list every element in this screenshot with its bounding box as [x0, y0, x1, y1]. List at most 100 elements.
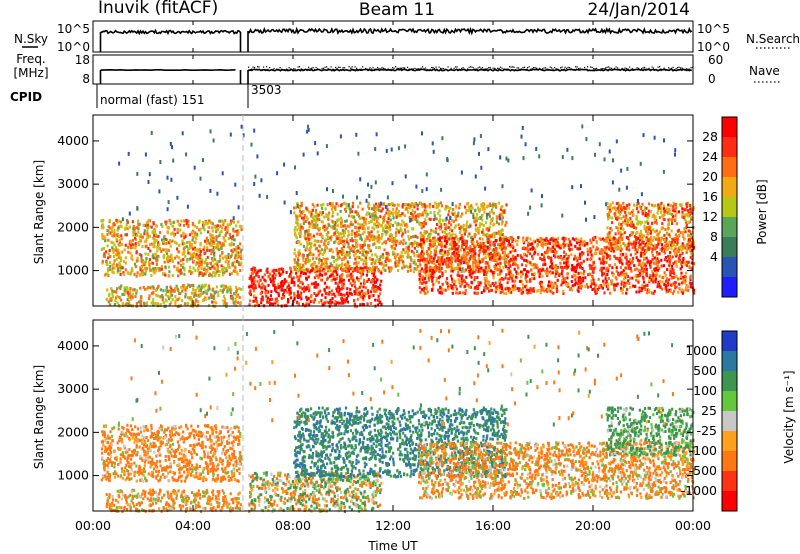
scatter-cell	[339, 239, 342, 243]
scatter-cell	[298, 209, 302, 213]
scatter-cell	[313, 239, 316, 243]
scatter-cell	[212, 241, 216, 245]
scatter-cell	[227, 264, 230, 268]
scatter-cell	[300, 225, 303, 229]
scatter-cell	[165, 241, 168, 245]
scatter-cell	[111, 263, 114, 267]
scatter-cell	[388, 239, 392, 242]
scatter-cell	[134, 265, 137, 269]
scatter-cell	[343, 224, 346, 228]
scatter-cell	[198, 272, 201, 276]
scatter-cell	[212, 246, 215, 250]
scatter-cell	[390, 266, 393, 270]
scatter-cell	[336, 253, 339, 257]
scatter-cell	[621, 291, 624, 295]
scatter-cell	[444, 207, 447, 211]
nave-dot	[323, 67, 325, 69]
scatter-cell	[294, 293, 297, 297]
nave-dot	[282, 69, 284, 71]
scatter-cell	[591, 275, 594, 279]
scatter-cell	[460, 277, 463, 281]
scatter-cell	[147, 253, 150, 256]
scatter-cell	[465, 243, 468, 247]
scatter-cell	[344, 219, 347, 223]
scatter-cell	[330, 219, 333, 223]
scatter-cell	[486, 270, 489, 274]
scatter-cell	[455, 291, 458, 295]
scatter-cell	[423, 209, 426, 213]
scatter-cell	[641, 271, 644, 275]
nave-dot	[519, 69, 521, 71]
scatter-cell	[193, 303, 196, 307]
scatter-cell	[473, 255, 476, 259]
scatter-cell	[504, 287, 507, 291]
scatter-cell	[566, 263, 569, 267]
scatter-cell	[438, 264, 441, 268]
scatter-cell	[137, 223, 140, 227]
scatter-cell	[314, 285, 318, 289]
scatter-cell	[139, 233, 142, 237]
scatter-cell	[374, 214, 377, 218]
scatter-cell	[482, 269, 485, 272]
scatter-cell	[275, 286, 278, 290]
scatter-cell	[405, 249, 408, 253]
scatter-cell	[226, 230, 229, 234]
scatter-cell	[216, 235, 219, 239]
scatter-cell	[577, 289, 580, 293]
scatter-cell	[307, 233, 310, 237]
scatter-cell	[374, 280, 377, 284]
scatter-cell	[450, 265, 453, 269]
scatter-cell	[407, 210, 410, 214]
scatter-cell	[211, 265, 214, 269]
scatter-cell	[290, 270, 293, 274]
scatter-cell	[681, 260, 684, 264]
scatter-cell	[335, 202, 338, 206]
scatter-cell	[450, 277, 454, 281]
scatter-cell	[169, 291, 172, 295]
scatter-cell	[337, 285, 340, 289]
scatter-cell	[212, 297, 215, 300]
scatter-cell	[550, 286, 553, 290]
scatter-cell	[416, 264, 419, 268]
scatter-cell	[419, 213, 422, 217]
scatter-cell	[119, 256, 122, 260]
scatter-cell	[301, 287, 304, 291]
scatter-cell	[331, 225, 334, 229]
scatter-cell	[348, 233, 351, 237]
scatter-cell	[129, 246, 133, 250]
scatter-cell	[350, 277, 353, 281]
scatter-cell	[411, 244, 414, 248]
scatter-cell	[277, 285, 280, 289]
nave-dot	[504, 68, 506, 70]
nave-dot	[560, 67, 562, 69]
scatter-cell	[343, 234, 346, 238]
nave-dot	[416, 68, 418, 70]
scatter-cell	[264, 291, 267, 295]
scatter-cell	[334, 300, 337, 304]
scatter-cell	[599, 268, 602, 272]
scatter-cell	[226, 290, 229, 294]
scatter-cell	[590, 266, 593, 270]
scatter-cell	[566, 260, 570, 264]
scatter-cell	[433, 253, 436, 257]
nave-dot	[257, 66, 259, 68]
scatter-cell	[610, 244, 613, 248]
scatter-cell	[353, 280, 356, 284]
scatter-cell	[438, 219, 441, 223]
nave-dot	[308, 66, 310, 68]
scatter-cell	[525, 264, 528, 268]
scatter-cell	[317, 276, 320, 280]
scatter-cell	[468, 265, 472, 269]
scatter-cell	[386, 230, 389, 234]
nave-dot	[378, 68, 380, 70]
scatter-cell	[428, 203, 431, 206]
nave-dot	[345, 69, 347, 71]
scatter-cell	[494, 203, 497, 206]
scatter-cell	[516, 276, 519, 280]
scatter-cell	[666, 283, 670, 287]
scatter-cell	[327, 231, 330, 234]
scatter-cell	[677, 250, 680, 253]
scatter-cell	[177, 269, 180, 273]
nave-dot	[507, 68, 509, 70]
scatter-cell	[643, 270, 646, 273]
